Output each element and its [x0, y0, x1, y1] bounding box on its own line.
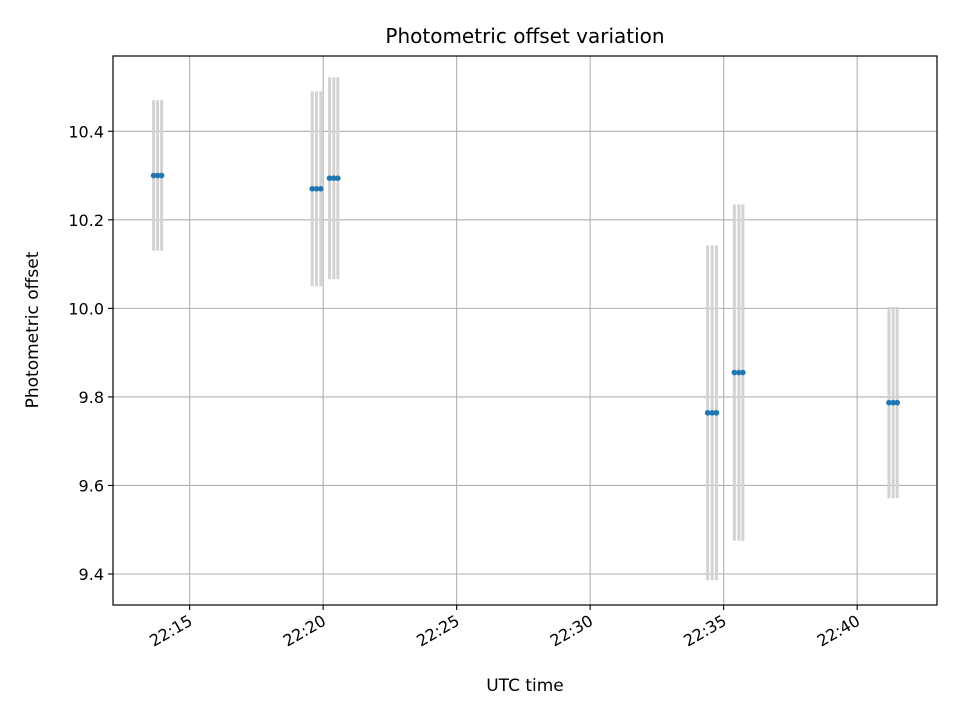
y-axis-label: Photometric offset [23, 251, 43, 408]
data-point [886, 399, 892, 406]
data-point [158, 172, 165, 179]
data-point [331, 175, 337, 181]
data-point [704, 410, 711, 416]
data-point [894, 399, 901, 406]
data-point [713, 410, 720, 416]
data-point [317, 186, 324, 192]
data-point [736, 369, 742, 376]
chart-title: Photometric offset variation [385, 24, 664, 48]
y-tick-label: 9.8 [79, 388, 104, 407]
data-point [309, 186, 315, 192]
y-tick-label: 9.6 [79, 476, 104, 495]
y-tick-label: 10.0 [68, 299, 104, 318]
plot-frame [112, 55, 938, 606]
data-point [709, 410, 715, 416]
y-tick-label: 10.2 [68, 211, 104, 230]
data-point [740, 369, 746, 376]
x-axis-label: UTC time [486, 676, 564, 696]
data-point [150, 172, 157, 179]
data-point [154, 172, 161, 179]
data-point [335, 175, 341, 181]
data-point [731, 369, 738, 376]
y-tick-label: 10.4 [68, 122, 104, 141]
data-point [313, 186, 320, 192]
data-point [890, 399, 897, 406]
y-tick-label: 9.4 [79, 565, 104, 584]
grid [113, 56, 937, 605]
data-points [150, 172, 901, 416]
data-point [326, 175, 333, 181]
